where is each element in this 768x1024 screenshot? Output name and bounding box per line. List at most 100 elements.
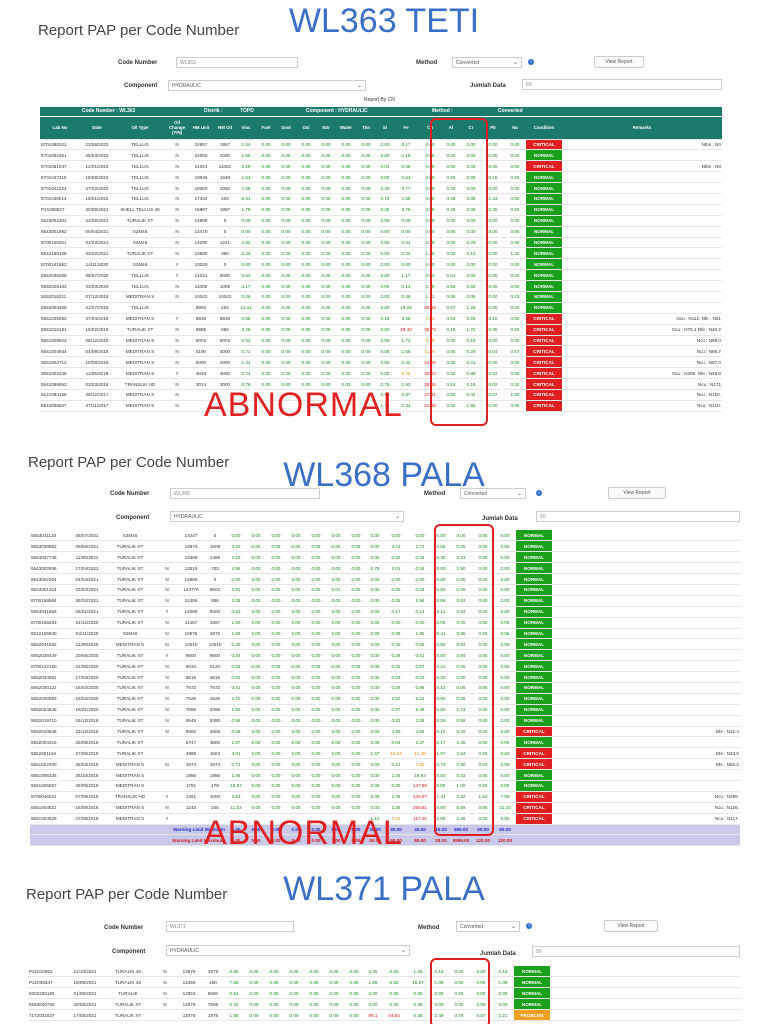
table-row[interactable]: 8542166940 03/11/2020 S2M46 N 10975 2975 1.69 0… xyxy=(30,628,740,640)
table-row[interactable]: 8700155263 22/12/2020 TURALIK XT N 11467 1667… xyxy=(30,617,740,629)
table-row[interactable]: 5552024649 16/01/2020 TURALIK XT N 7085 2088 1… xyxy=(30,704,740,716)
table-row[interactable]: 5552010946 23/10/2019 TURALIK XT N 5060 4606 0… xyxy=(30,726,740,738)
report-table: 5553041120 06/07/2021 S2M46 14247 0 0.00 0.00 0… xyxy=(30,530,740,847)
table-row[interactable]: 8543002264 04/04/2021 TURALIK XT N 12966 0 0.0… xyxy=(30,573,740,585)
column-header[interactable]: Si xyxy=(376,117,394,140)
method-select[interactable]: Converted ⌄ xyxy=(452,57,522,68)
table-row[interactable]: 8701052451 25/03/2023 TELLUS N 22000 2000 1.60… xyxy=(40,149,722,162)
column-header[interactable]: Na xyxy=(504,117,526,140)
column-header[interactable]: Water xyxy=(336,117,356,140)
table-row[interactable]: 8542169158 03/02/2021 TURALIK XT N 13990 990 3… xyxy=(40,247,722,260)
table-row[interactable]: 5552035298 08/07/2020 TELLUS Y 12021 6000 0.53… xyxy=(40,269,722,282)
component-select[interactable]: HYDRAULIC ⌄ xyxy=(166,945,410,956)
column-header[interactable]: Al xyxy=(442,117,460,140)
table-row[interactable]: 5552038449 20/06/2020 TURALIK XT Y 9500 9500 0… xyxy=(30,649,740,662)
table-row[interactable]: 5552034991 17/04/2020 TURALIK XT N 8516 4616 0… xyxy=(30,671,740,683)
column-header[interactable]: Tbn xyxy=(356,117,376,140)
component-select[interactable]: HYDRAULIC ⌄ xyxy=(170,511,404,522)
table-row[interactable]: 8701080021 23/06/2023 TELLUS N 22957 1957 1.64… xyxy=(40,139,722,151)
column-header[interactable]: Oil Change (Y/N) xyxy=(166,117,188,140)
table-row[interactable]: 8701042224 27/02/2022 TELLUS N 18060 2060 1.55… xyxy=(40,182,722,194)
table-row[interactable]: 5552001194 07/06/2019 TURALIK XT 4988 1604 3.… xyxy=(30,747,740,760)
jumlah-data-input[interactable] xyxy=(532,946,740,957)
code-number-input[interactable] xyxy=(170,488,320,499)
table-cell: 0.00 xyxy=(286,769,306,781)
view-report-button[interactable]: View Report xyxy=(594,56,644,68)
help-icon[interactable]: ? xyxy=(536,490,542,496)
column-header[interactable]: Lab No xyxy=(40,117,80,140)
table-row[interactable]: P21010652 21/10/2021 TURALIK 46 N 13979 3979 0… xyxy=(28,966,740,978)
table-row[interactable]: 5552004316 25/08/2019 TURALIK XT 5747 3600 1.… xyxy=(30,736,740,749)
table-row[interactable]: 5552029163 03/03/2020 TELLUS N 11009 1009 3.17… xyxy=(40,280,722,292)
table-row[interactable]: 5552041682 11/09/2020 MEDITRAN S N 10010 1001… xyxy=(30,638,740,651)
column-header[interactable]: Visc xyxy=(236,117,256,140)
table-row[interactable]: 7172031637 17/05/2021 TURALIK XT 11979 1979 1… xyxy=(28,1009,740,1021)
table-row[interactable]: 8303205165 01/08/2021 TURALIK N 12953 6000 0.6… xyxy=(28,987,740,1000)
table-row[interactable]: 8700122180 22/05/2020 TURALIK XT N 9034 5120 0… xyxy=(30,660,740,673)
table-row[interactable]: 5551004712 10/08/2018 MEDITRAN S N 5000 2000 1… xyxy=(40,356,722,369)
method-select[interactable]: Converted ⌄ xyxy=(460,488,526,499)
view-report-button[interactable]: View Report xyxy=(608,487,666,499)
column-header[interactable]: Remarks xyxy=(562,117,722,140)
view-report-button[interactable]: View Report xyxy=(604,920,658,932)
help-icon[interactable]: ? xyxy=(528,59,534,65)
column-header[interactable]: Oxi xyxy=(296,117,316,140)
table-row[interactable]: 5551002446 11/05/2018 MEDITRAN S Y 4048 4000 0… xyxy=(40,367,722,380)
table-cell: 16/02/2019 xyxy=(80,324,114,336)
table-row[interactable]: 5552030122 16/03/2020 TURALIK XT N 7972 7972 0… xyxy=(30,682,740,694)
table-row[interactable]: 5553040759 30/06/2021 TURALIK XT N 12579 7508… xyxy=(28,998,740,1011)
column-header[interactable]: Nitr xyxy=(316,117,336,140)
table-row[interactable]: 5552003408 21/07/2019 TELLUS 8993 262 12.21 0.… xyxy=(40,302,722,314)
jumlah-data-input[interactable] xyxy=(522,79,722,90)
table-row[interactable]: 8700141862 14/11/2020 S2M46 Y 13029 0 0.00 0.00… xyxy=(40,258,722,271)
table-row[interactable]: 8701040014 15/01/2022 TELLUS N 17404 404 6.61 0… xyxy=(40,193,722,205)
table-cell: 8701051047 xyxy=(40,160,80,173)
table-row[interactable]: 5551006335 26/10/2018 MEDITRAN S 1986 1986 1.… xyxy=(30,769,740,781)
table-row[interactable]: 5523002401 22/05/2021 TURALIK XT N 14999 0 0.0… xyxy=(40,215,722,227)
table-row[interactable]: 8700158664 26/02/2021 TURALIK XT N 12456 956 3… xyxy=(30,595,740,607)
column-header[interactable]: Date xyxy=(80,117,114,140)
table-row[interactable]: 5552016211 07/12/2019 MEDITRAN S N 10042 1004… xyxy=(40,291,722,303)
table-row[interactable]: 5553041120 06/07/2021 S2M46 14247 0 0.00 0.00 0… xyxy=(30,530,740,542)
table-row[interactable]: 5551016181 16/02/2019 TURALIK XT N 8985 982 3.… xyxy=(40,324,722,336)
method-select[interactable]: Converted ⌄ xyxy=(456,921,520,932)
table-row[interactable]: 5542066653 02/03/2018 TRANSLIK HD N 3014 3000… xyxy=(40,378,722,390)
table-row[interactable]: 5552019710 16/12/2019 TURALIK XT N 6549 5390 0… xyxy=(30,715,740,727)
column-header[interactable]: Cr xyxy=(460,117,482,140)
table-row[interactable]: 5551022400 28/03/2019 MEDITRAN S N 3974 3974 0… xyxy=(30,758,740,771)
column-header[interactable]: Fe xyxy=(394,117,418,140)
table-row[interactable]: 8543001882 06/04/2021 S2M46 N 14470 0 0.00 0.00… xyxy=(40,226,722,238)
table-cell: 29.40 xyxy=(394,324,418,336)
code-number-input[interactable] xyxy=(176,57,298,68)
column-header[interactable]: HM Unit xyxy=(188,117,214,140)
table-row[interactable]: 5551025053 27/04/2019 MEDITRAN S Y 8835 8835 0… xyxy=(40,313,722,325)
table-row[interactable]: 8543001324 03/03/2021 TURALIK XT N 124776 850… xyxy=(30,584,740,596)
table-row[interactable]: 5553039862 09/06/2021 TURALIK XT 13979 1609 3… xyxy=(30,540,740,553)
abnormal-label: ABNORMAL xyxy=(204,386,403,424)
table-row[interactable]: 8701047316 18/08/2022 TELLUS N 19948 1948 1.64… xyxy=(40,171,722,184)
code-number-input[interactable] xyxy=(166,921,294,932)
table-row[interactable]: 8700046021 07/09/2018 TRANSLIK HD Y 1461 1000… xyxy=(30,791,740,803)
table-row[interactable]: 8700156201 01/03/2021 S2M46 N 14290 1221 2.62 0… xyxy=(40,237,722,249)
table-row[interactable]: 5551004629 27/08/2018 MEDITRAN S Y 1.12 7.31 1… xyxy=(30,813,740,825)
column-header[interactable]: Fuel xyxy=(256,117,276,140)
table-row[interactable]: 8701051047 12/01/2023 TELLUS N 21061 11061 0.2… xyxy=(40,160,722,173)
column-header[interactable]: HM Oil xyxy=(214,117,236,140)
table-cell: 0.00 xyxy=(472,780,494,792)
table-row[interactable]: 5553031666 26/01/2021 TURALIK XT Y 12066 6000… xyxy=(30,606,740,618)
table-row[interactable]: 5551004821 16/08/2018 MEDITRAN S N 1245 245 11… xyxy=(30,802,740,814)
table-row[interactable]: 5551005057 28/09/2018 MEDITRAN S 1781 178 15.… xyxy=(30,780,740,792)
column-header[interactable]: Oil Type xyxy=(114,117,166,140)
table-row[interactable]: P21009347 16/09/2021 TURALIK 46 N 13459 460 7.… xyxy=(28,976,740,989)
table-row[interactable]: 5553037736 11/05/2021 TURALIK XT 13498 1498 2… xyxy=(30,551,740,564)
table-row[interactable]: 5551009623 08/12/2018 MEDITRAN S N 8003 8003 0… xyxy=(40,335,722,347)
table-row[interactable]: 5543002936 17/04/2021 TURALIK XT N 13519 703 4… xyxy=(30,562,740,575)
table-row[interactable]: 5552026993 16/02/2020 TURALIK XT N 7526 1526 2… xyxy=(30,693,740,705)
column-header[interactable]: Soot xyxy=(276,117,296,140)
jumlah-data-input[interactable] xyxy=(536,511,740,522)
component-select[interactable]: HYDRAULIC ⌄ xyxy=(168,80,366,91)
table-row[interactable]: P21008527 30/08/2021 SHELL TELLUS 46 N 15887… xyxy=(40,204,722,216)
help-icon[interactable]: ? xyxy=(526,923,532,929)
table-row[interactable]: 5551004934 04/09/2018 MEDITRAN S N 5190 4000 0… xyxy=(40,345,722,358)
column-header[interactable]: Condition xyxy=(526,117,562,140)
